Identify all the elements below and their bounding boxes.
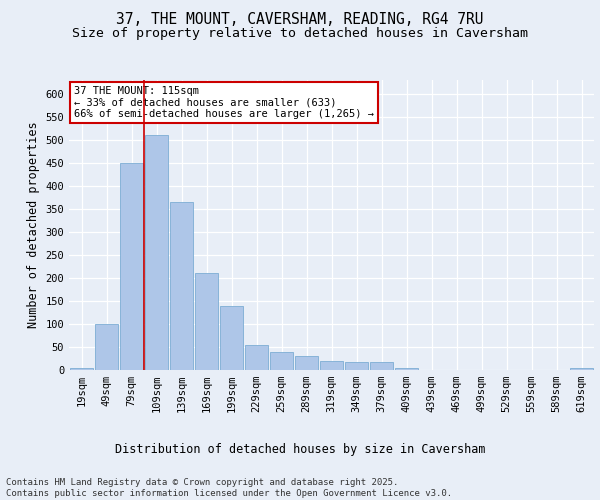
Text: Size of property relative to detached houses in Caversham: Size of property relative to detached ho… (72, 28, 528, 40)
Bar (395, 368, 418, 370)
Text: Distribution of detached houses by size in Caversham: Distribution of detached houses by size … (115, 442, 485, 456)
Bar (195, 274, 218, 370)
Bar (245, 344, 268, 370)
Bar (170, 202, 193, 370)
Bar (320, 361, 343, 370)
Y-axis label: Number of detached properties: Number of detached properties (27, 122, 40, 328)
Bar (370, 362, 393, 370)
Bar (70, 368, 93, 370)
Bar (270, 352, 293, 370)
Text: Contains HM Land Registry data © Crown copyright and database right 2025.
Contai: Contains HM Land Registry data © Crown c… (6, 478, 452, 498)
Bar (120, 163, 143, 370)
Text: 37, THE MOUNT, CAVERSHAM, READING, RG4 7RU: 37, THE MOUNT, CAVERSHAM, READING, RG4 7… (116, 12, 484, 28)
Bar (95, 324, 118, 370)
Bar (220, 306, 243, 370)
Bar (570, 368, 593, 370)
Bar (145, 135, 168, 370)
Bar (345, 362, 368, 370)
Bar (295, 356, 318, 370)
Text: 37 THE MOUNT: 115sqm
← 33% of detached houses are smaller (633)
66% of semi-deta: 37 THE MOUNT: 115sqm ← 33% of detached h… (74, 86, 374, 119)
